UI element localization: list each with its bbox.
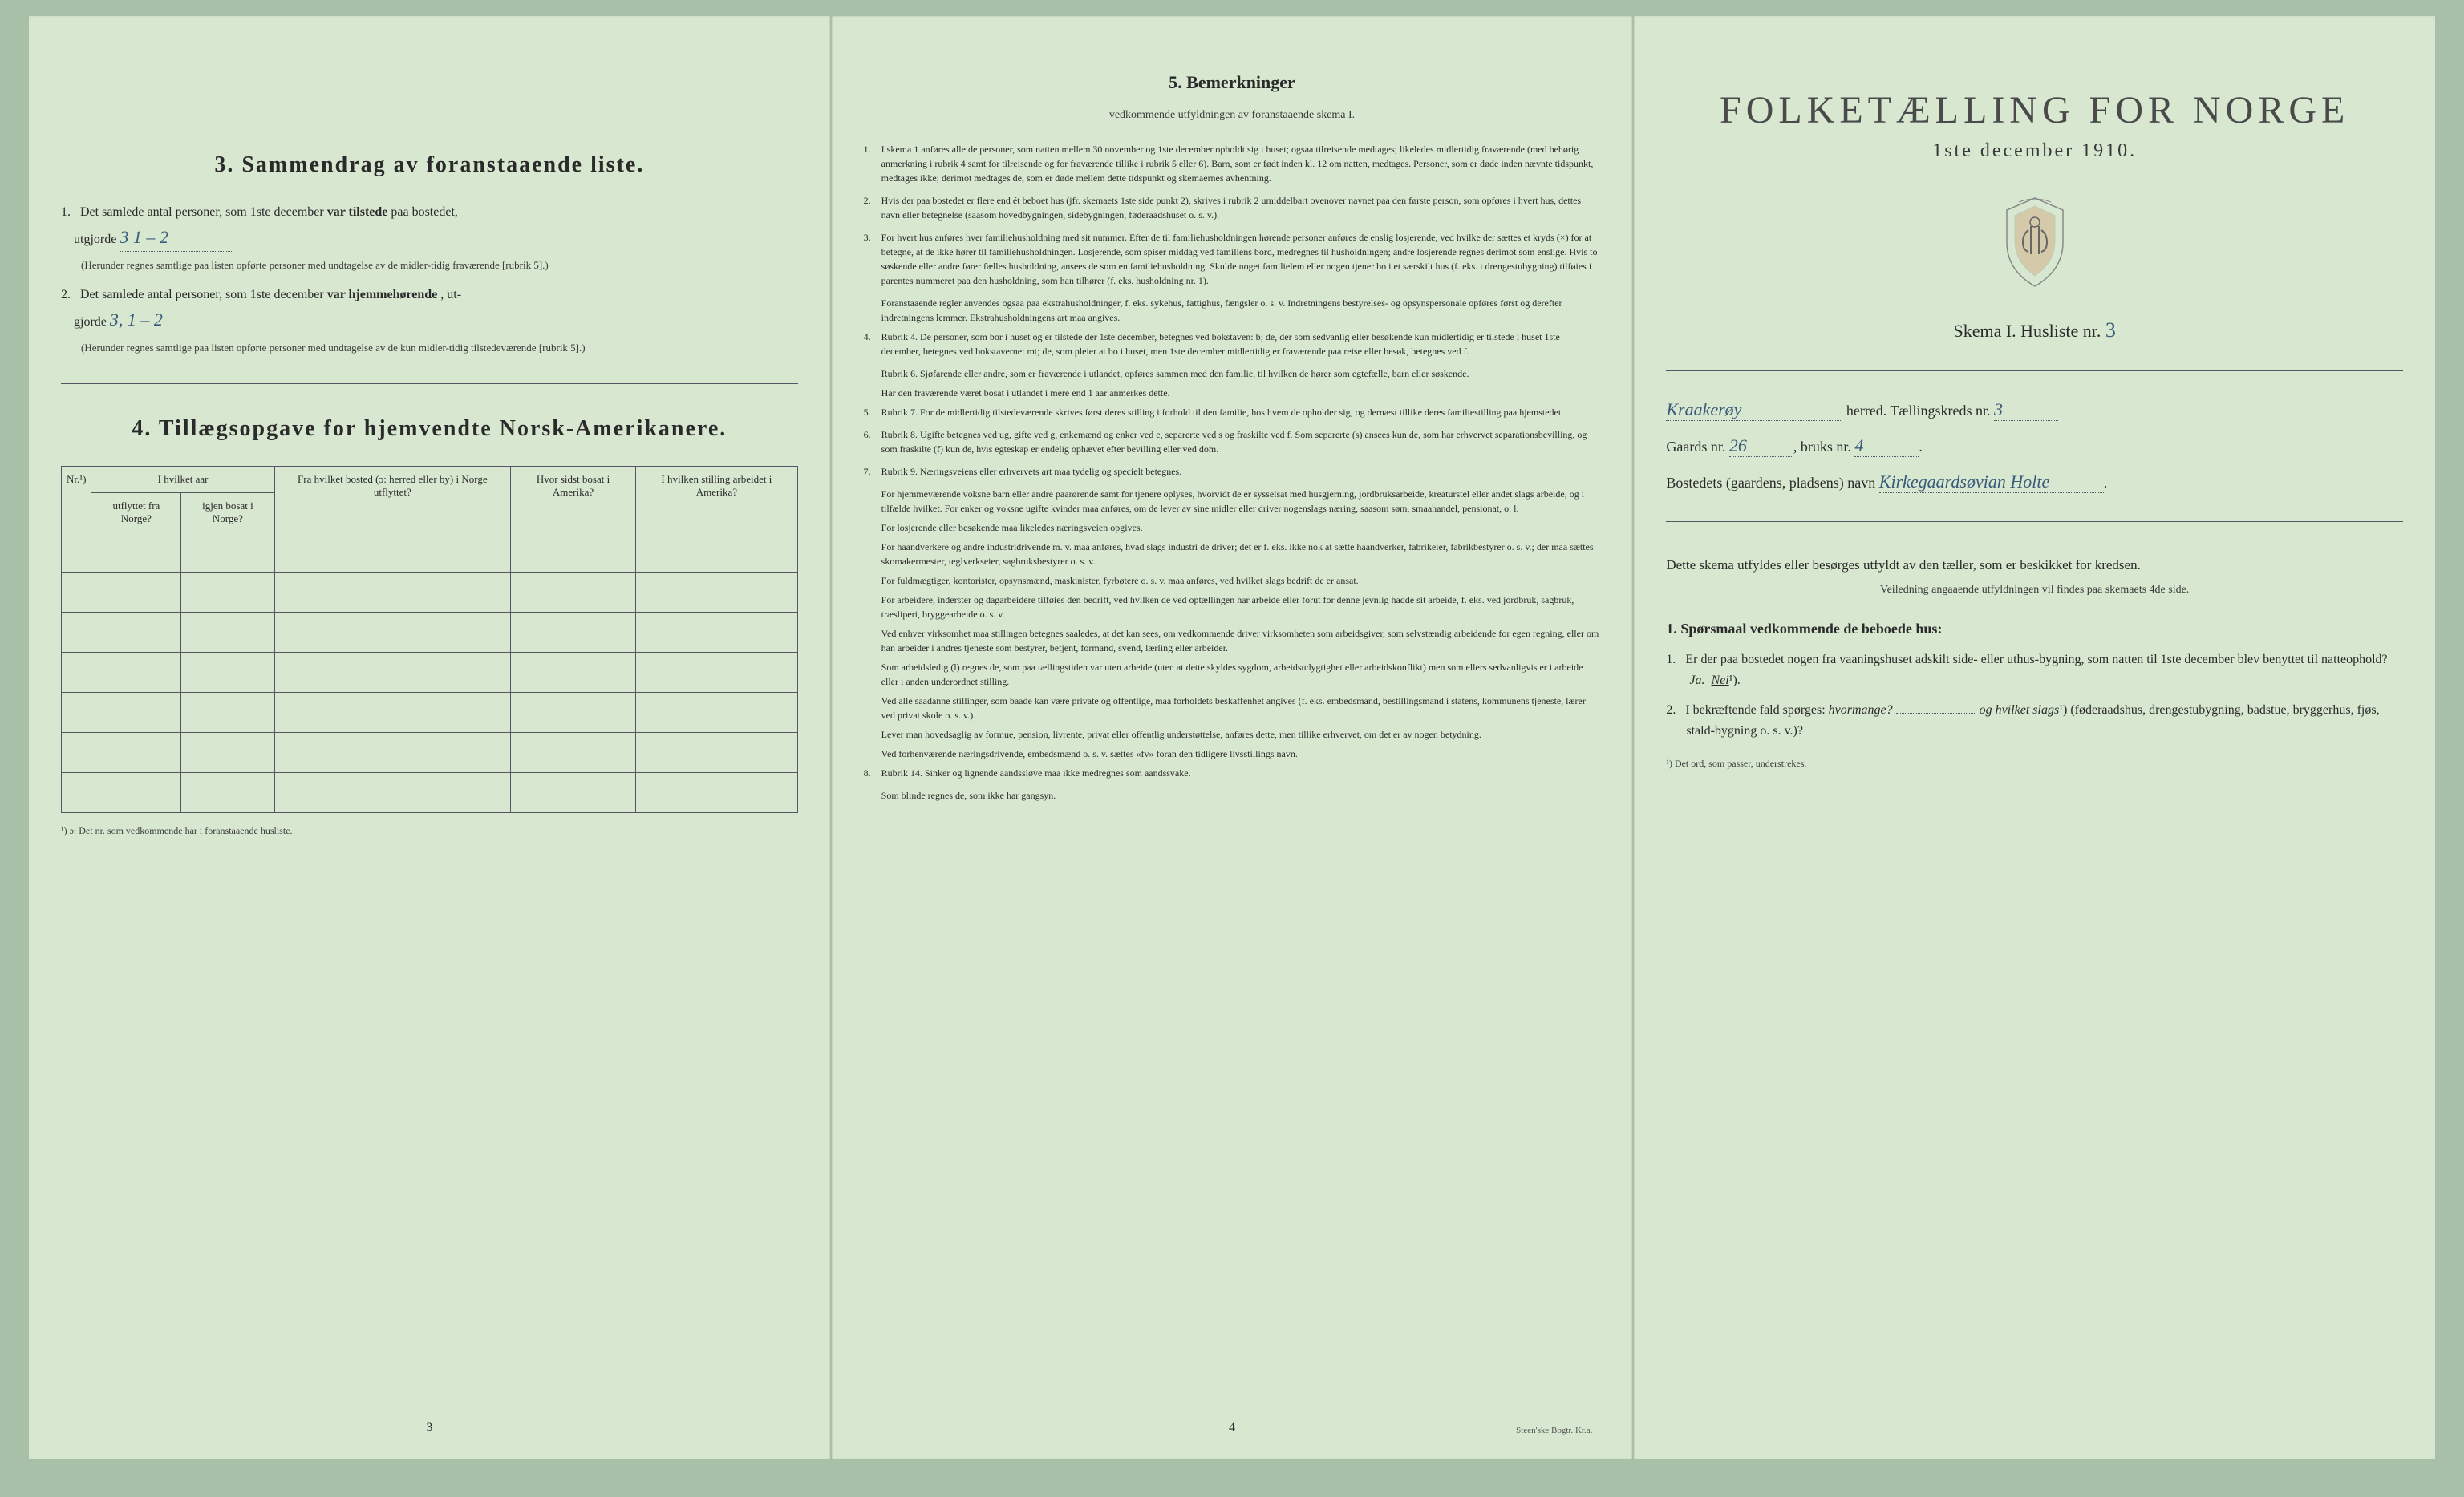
remark-item: Rubrik 6. Sjøfarende eller andre, som er… — [881, 366, 1601, 381]
remark-item: Ved alle saadanne stillinger, som baade … — [881, 694, 1601, 722]
skema-label: Skema I. Husliste nr. — [1953, 321, 2101, 341]
th-group1: I hvilket aar — [91, 466, 274, 492]
q2-sup: ¹) — [2059, 703, 2067, 717]
th-nr: Nr.¹) — [62, 466, 91, 532]
item2-handwritten: 3, 1 – 2 — [110, 305, 222, 334]
page-center: 5. Bemerkninger vedkommende utfyldningen… — [832, 16, 1633, 1459]
crest-icon — [1666, 194, 2403, 294]
remark-item: Har den fraværende været bosat i utlande… — [881, 386, 1601, 400]
section4-table: Nr.¹) I hvilket aar Fra hvilket bosted (… — [61, 466, 798, 813]
gaard-hw: 26 — [1729, 435, 1793, 457]
item2-text-d: gjorde — [74, 315, 107, 329]
th-utflyttet: utflyttet fra Norge? — [91, 492, 181, 532]
remark-item: 8.Rubrik 14. Sinker og lignende aandsslø… — [864, 766, 1601, 780]
divider-2 — [1666, 370, 2403, 371]
printer-note: Steen'ske Bogtr. Kr.a. — [1516, 1426, 1592, 1435]
item2-text-c: , ut- — [440, 288, 461, 301]
remark-item: For arbeidere, inderster og dagarbeidere… — [881, 593, 1601, 621]
skema-line: Skema I. Husliste nr. 3 — [1666, 318, 2403, 342]
q-header: 1. Spørsmaal vedkommende de beboede hus: — [1666, 621, 2403, 637]
q-header-text: Spørsmaal vedkommende de beboede hus: — [1680, 621, 1942, 637]
item2-text-b: var hjemmehørende — [327, 288, 438, 301]
item1-text-a: Det samlede antal personer, som 1ste dec… — [80, 205, 327, 219]
section4-title: 4. Tillægsopgave for hjemvendte Norsk-Am… — [61, 416, 798, 442]
herred-hw: Kraakerøy — [1666, 399, 1842, 421]
remark-item: Lever man hovedsaglig av formue, pension… — [881, 727, 1601, 742]
document-tri-fold: 3. Sammendrag av foranstaaende liste. 1.… — [29, 16, 2435, 1459]
q2-text-a: I bekræftende fald spørges: — [1685, 703, 1828, 717]
remark-item: Ved forhenværende næringsdrivende, embed… — [881, 746, 1601, 761]
remark-item: Som blinde regnes de, som ikke har gangs… — [881, 788, 1601, 803]
q2-text-b: hvormange? — [1829, 703, 1893, 717]
item1-text-d: utgjorde — [74, 233, 116, 246]
kreds-hw: 3 — [1994, 399, 2058, 421]
section4-tbody — [62, 532, 798, 812]
item1-note: (Herunder regnes samtlige paa listen opf… — [81, 258, 798, 273]
item1-text-b: var tilstede — [327, 205, 388, 219]
main-date: 1ste december 1910. — [1666, 140, 2403, 162]
remark-item: 4.Rubrik 4. De personer, som bor i huset… — [864, 330, 1601, 358]
remark-item: Ved enhver virksomhet maa stillingen bet… — [881, 626, 1601, 655]
remarks-list: 1.I skema 1 anføres alle de personer, so… — [864, 142, 1601, 803]
section5-subtitle: vedkommende utfyldningen av foranstaaend… — [864, 109, 1601, 122]
instruct: Dette skema utfyldes eller besørges utfy… — [1666, 554, 2403, 576]
bruks-label: bruks nr. — [1801, 439, 1851, 455]
bosted-hw: Kirkegaardsøvian Holte — [1879, 471, 2104, 493]
item1-text-c: paa bostedet, — [391, 205, 458, 219]
divider-3 — [1666, 521, 2403, 522]
main-title: FOLKETÆLLING FOR NORGE — [1666, 88, 2403, 132]
section3-item1: 1. Det samlede antal personer, som 1ste … — [61, 202, 798, 252]
skema-hw: 3 — [2105, 318, 2116, 342]
q1-ja: Ja. — [1689, 674, 1704, 687]
remark-item: For losjerende eller besøkende maa likel… — [881, 520, 1601, 535]
item2-text-a: Det samlede antal personer, som 1ste dec… — [80, 288, 327, 301]
remark-item: 2.Hvis der paa bostedet er flere end ét … — [864, 193, 1601, 222]
th-igjen: igjen bosat i Norge? — [181, 492, 274, 532]
q1: 1. Er der paa bostedet nogen fra vaaning… — [1686, 649, 2403, 690]
th-hvor: Hvor sidst bosat i Amerika? — [511, 466, 636, 532]
remark-item: Som arbeidsledig (l) regnes de, som paa … — [881, 660, 1601, 689]
gaard-line: Gaards nr. 26, bruks nr. 4. — [1666, 435, 2403, 457]
th-fra: Fra hvilket bosted (ɔ: herred eller by) … — [274, 466, 510, 532]
remark-item: 5.Rubrik 7. For de midlertidig tilstedev… — [864, 405, 1601, 419]
remark-item: 7.Rubrik 9. Næringsveiens eller erhverve… — [864, 464, 1601, 479]
remark-item: For fuldmægtiger, kontorister, opsynsmæn… — [881, 573, 1601, 588]
bosted-label: Bostedets (gaardens, pladsens) navn — [1666, 475, 1875, 491]
q1-text: Er der paa bostedet nogen fra vaaningshu… — [1685, 653, 2387, 666]
page-num-3: 3 — [426, 1421, 432, 1435]
q2-text-c: og hvilket slags — [1980, 703, 2060, 717]
page-right: FOLKETÆLLING FOR NORGE 1ste december 191… — [1634, 16, 2435, 1459]
item1-handwritten: 3 1 – 2 — [120, 223, 232, 252]
footnote: ¹) Det ord, som passer, understrekes. — [1666, 758, 2403, 770]
remark-item: Foranstaaende regler anvendes ogsaa paa … — [881, 296, 1601, 325]
q2: 2. I bekræftende fald spørges: hvormange… — [1686, 700, 2403, 741]
herred-line: Kraakerøy herred. Tællingskreds nr. 3 — [1666, 399, 2403, 421]
divider — [61, 383, 798, 384]
gaard-label: Gaards nr. — [1666, 439, 1725, 455]
section4-note: ¹) ɔ: Det nr. som vedkommende har i fora… — [61, 825, 798, 837]
q1-nei: Nei — [1711, 674, 1728, 687]
remark-item: For hjemmeværende voksne barn eller andr… — [881, 487, 1601, 516]
remark-item: 6.Rubrik 8. Ugifte betegnes ved ug, gift… — [864, 427, 1601, 456]
section5-title: 5. Bemerkninger — [864, 72, 1601, 93]
herred-label: herred. Tællingskreds nr. — [1846, 403, 1991, 419]
remark-item: 3.For hvert hus anføres hver familiehush… — [864, 230, 1601, 288]
section3-item2: 2. Det samlede antal personer, som 1ste … — [61, 285, 798, 334]
section3-title: 3. Sammendrag av foranstaaende liste. — [61, 152, 798, 178]
instruct-sub: Veiledning angaaende utfyldningen vil fi… — [1666, 584, 2403, 597]
bruks-hw: 4 — [1854, 435, 1919, 457]
q1-sup: ¹). — [1729, 674, 1741, 687]
th-stilling: I hvilken stilling arbeidet i Amerika? — [636, 466, 798, 532]
page-left: 3. Sammendrag av foranstaaende liste. 1.… — [29, 16, 830, 1459]
item2-note: (Herunder regnes samtlige paa listen opf… — [81, 341, 798, 355]
remark-item: 1.I skema 1 anføres alle de personer, so… — [864, 142, 1601, 185]
bosted-line: Bostedets (gaardens, pladsens) navn Kirk… — [1666, 471, 2403, 493]
page-num-4: 4 — [1229, 1421, 1235, 1435]
remark-item: For haandverkere og andre industridriven… — [881, 540, 1601, 568]
